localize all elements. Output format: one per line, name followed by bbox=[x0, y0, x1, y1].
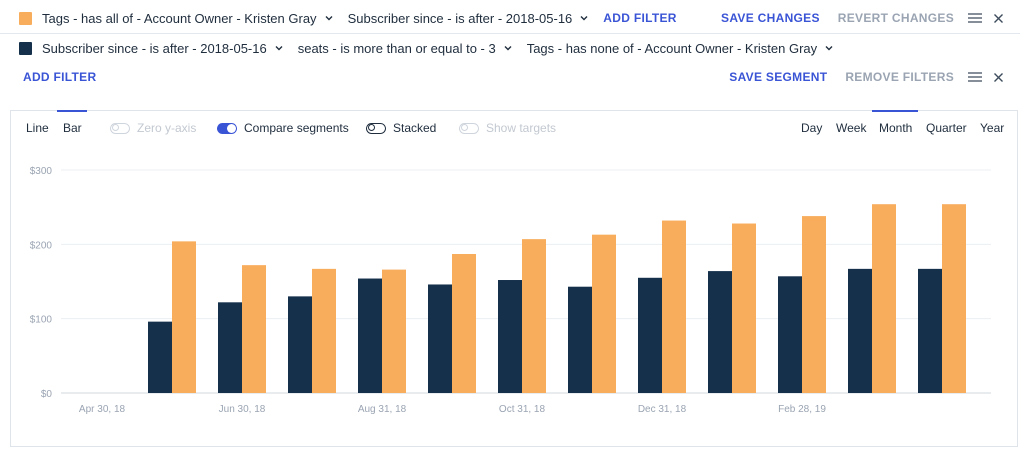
bar bbox=[288, 296, 312, 393]
toggle-label: Compare segments bbox=[244, 121, 349, 135]
bar bbox=[638, 277, 662, 393]
bar bbox=[382, 269, 406, 393]
bar bbox=[848, 268, 872, 393]
bar bbox=[312, 268, 336, 393]
compare-segments-toggle[interactable]: Compare segments bbox=[217, 121, 349, 135]
bar bbox=[732, 223, 756, 393]
bar bbox=[218, 302, 242, 393]
segment-a-menu-button[interactable] bbox=[968, 13, 994, 23]
bar bbox=[428, 284, 452, 393]
bar bbox=[942, 204, 966, 393]
segment-b-actions-row: ADD FILTER SAVE SEGMENT REMOVE FILTERS bbox=[0, 62, 1020, 92]
x-tick-label: Dec 31, 18 bbox=[638, 404, 687, 415]
bar bbox=[172, 241, 196, 393]
x-tick-label: Apr 30, 18 bbox=[79, 404, 126, 415]
segment-a-row: Tags - has all of - Account Owner - Kris… bbox=[0, 3, 1020, 34]
segment-a-close-button[interactable] bbox=[994, 13, 1003, 23]
toggle-switch bbox=[366, 122, 386, 134]
chart-panel: Line Bar Zero y-axis Compare segments St… bbox=[10, 110, 1018, 447]
segment-b-row: Subscriber since - is after - 2018-05-16… bbox=[0, 33, 1020, 63]
bar bbox=[592, 234, 616, 393]
segment-a-swatch bbox=[19, 11, 32, 25]
segment-b-add-filter-button[interactable]: ADD FILTER bbox=[23, 70, 97, 84]
bar bbox=[522, 239, 546, 393]
y-tick-label: $300 bbox=[30, 166, 53, 177]
filter-label: Subscriber since - is after - 2018-05-16 bbox=[42, 40, 267, 56]
close-icon bbox=[994, 13, 1003, 23]
chart-type-bar-tab[interactable]: Bar bbox=[63, 121, 82, 135]
segment-b-swatch bbox=[19, 41, 32, 55]
bar-chart: $0 $100 $200 $300 Apr 30, 18 Jun 30, 18 Aug 31… bbox=[30, 166, 991, 415]
period-active-indicator bbox=[872, 110, 918, 112]
period-year-tab[interactable]: Year bbox=[980, 121, 1005, 135]
toggle-switch bbox=[217, 122, 237, 134]
segment-b-filter-tags[interactable]: Tags - has none of - Account Owner - Kri… bbox=[527, 41, 834, 56]
filter-label: Subscriber since - is after - 2018-05-16 bbox=[347, 10, 573, 26]
segment-b-filter-seats[interactable]: seats - is more than or equal to - 3 bbox=[298, 41, 513, 56]
toggle-label: Stacked bbox=[393, 121, 437, 135]
bar bbox=[242, 265, 266, 393]
chevron-down-icon bbox=[275, 46, 283, 51]
bar bbox=[358, 278, 382, 393]
bar bbox=[662, 220, 686, 393]
y-tick-label: $200 bbox=[30, 240, 53, 251]
segment-b-close-button[interactable] bbox=[994, 72, 1003, 82]
chart-type-line-tab[interactable]: Line bbox=[26, 121, 49, 135]
period-day-tab[interactable]: Day bbox=[801, 121, 823, 135]
y-tick-label: $0 bbox=[41, 389, 53, 400]
save-segment-button[interactable]: SAVE SEGMENT bbox=[729, 70, 828, 84]
segment-b-filter-subscriber[interactable]: Subscriber since - is after - 2018-05-16 bbox=[42, 41, 284, 56]
toggle-label: Zero y-axis bbox=[137, 121, 197, 135]
toggle-switch bbox=[110, 122, 130, 134]
bar bbox=[498, 280, 522, 393]
bar bbox=[778, 276, 802, 393]
x-tick-label: Jun 30, 18 bbox=[219, 404, 266, 415]
close-icon bbox=[994, 72, 1003, 82]
x-tick-label: Aug 31, 18 bbox=[358, 404, 407, 415]
chevron-down-icon bbox=[504, 46, 512, 51]
save-changes-button[interactable]: SAVE CHANGES bbox=[721, 11, 820, 25]
bar bbox=[872, 204, 896, 393]
segment-a-add-filter-button[interactable]: ADD FILTER bbox=[603, 11, 677, 25]
toggle-label: Show targets bbox=[486, 121, 557, 135]
toggle-switch bbox=[459, 122, 479, 134]
period-quarter-tab[interactable]: Quarter bbox=[926, 121, 967, 135]
revert-changes-button[interactable]: REVERT CHANGES bbox=[837, 11, 954, 25]
stacked-toggle[interactable]: Stacked bbox=[366, 121, 436, 135]
show-targets-toggle[interactable]: Show targets bbox=[459, 121, 556, 135]
filter-label: Tags - has none of - Account Owner - Kri… bbox=[526, 40, 818, 56]
segment-a-filter-subscriber[interactable]: Subscriber since - is after - 2018-05-16 bbox=[348, 11, 590, 26]
bar bbox=[148, 321, 172, 393]
bar bbox=[708, 271, 732, 393]
chevron-down-icon bbox=[325, 16, 333, 21]
chevron-down-icon bbox=[825, 46, 833, 51]
zero-y-axis-toggle[interactable]: Zero y-axis bbox=[110, 121, 196, 135]
chart-toolbar: Line Bar Zero y-axis Compare segments St… bbox=[11, 110, 1017, 145]
bar bbox=[452, 253, 476, 393]
y-tick-label: $100 bbox=[30, 315, 53, 326]
filter-label: seats - is more than or equal to - 3 bbox=[297, 40, 496, 56]
x-tick-label: Feb 28, 19 bbox=[778, 404, 826, 415]
period-week-tab[interactable]: Week bbox=[836, 121, 867, 135]
bar bbox=[918, 268, 942, 393]
remove-filters-button[interactable]: REMOVE FILTERS bbox=[845, 70, 954, 84]
segment-a-filter-tags[interactable]: Tags - has all of - Account Owner - Kris… bbox=[42, 11, 334, 26]
filter-label: Tags - has all of - Account Owner - Kris… bbox=[42, 10, 317, 26]
bar bbox=[568, 286, 592, 393]
x-tick-label: Oct 31, 18 bbox=[499, 404, 546, 415]
menu-icon bbox=[968, 13, 982, 23]
chart-type-active-indicator bbox=[57, 110, 87, 112]
menu-icon bbox=[968, 72, 982, 82]
chevron-down-icon bbox=[580, 16, 588, 21]
segment-b-menu-button[interactable] bbox=[968, 72, 994, 82]
period-month-tab[interactable]: Month bbox=[879, 121, 913, 135]
bar bbox=[802, 216, 826, 393]
